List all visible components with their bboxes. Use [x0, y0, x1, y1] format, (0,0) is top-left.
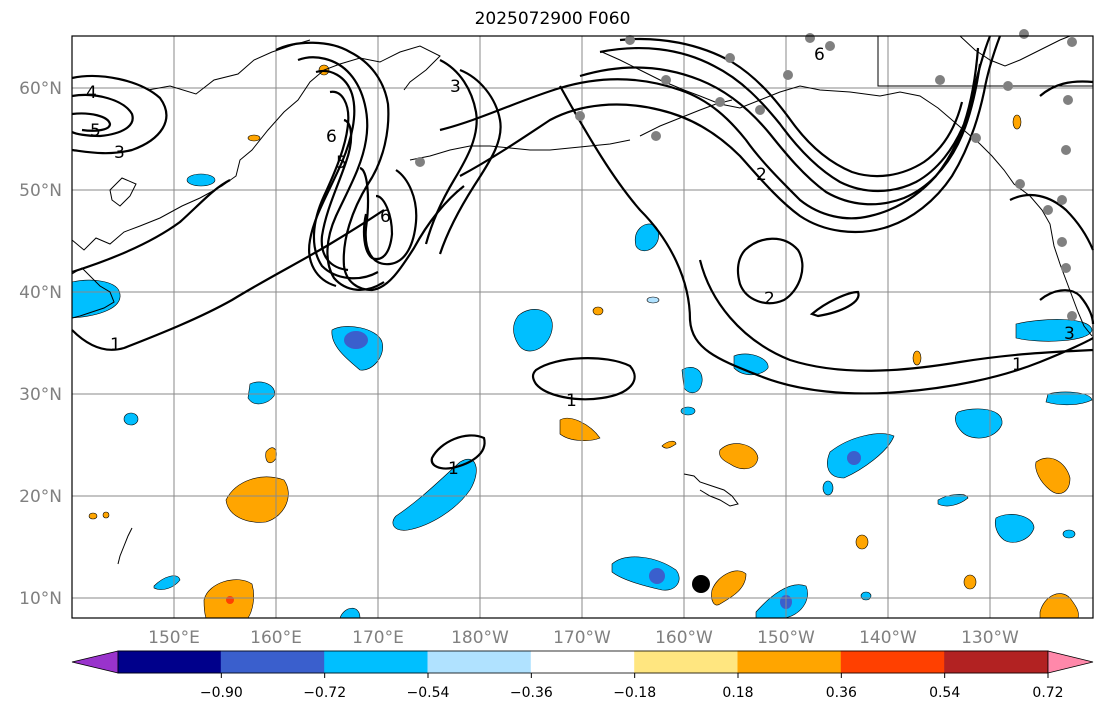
colorbar-tick-label: −0.18 [613, 685, 656, 701]
map-frame [71, 35, 1094, 619]
station-markers [415, 29, 1077, 321]
colorbar-cell [530, 650, 636, 674]
lon-label: 180°W [451, 628, 509, 648]
colorbar-tick-label: −0.36 [510, 685, 553, 701]
lon-label: 140°W [859, 628, 917, 648]
contour-label: 1 [448, 459, 459, 479]
contour-label: 5 [90, 121, 101, 141]
colorbar-cell [117, 650, 222, 674]
lon-label: 160°W [655, 628, 713, 648]
lon-label: 150°E [148, 628, 200, 648]
colorbar-tick-label: −0.54 [407, 685, 450, 701]
lon-label: 150°W [757, 628, 815, 648]
lon-label: 130°W [961, 628, 1019, 648]
contour-label: 6 [814, 45, 825, 65]
colorbar-cell [737, 650, 842, 674]
contour-label: 2 [764, 289, 775, 309]
colorbar-cell [220, 650, 326, 674]
lat-label: 30°N [19, 385, 62, 405]
contour-label: 3 [114, 143, 125, 163]
coastlines [71, 35, 1093, 565]
lon-label: 170°E [352, 628, 404, 648]
colorbar-cell [840, 650, 946, 674]
lon-label: 170°W [553, 628, 611, 648]
lat-label: 50°N [19, 181, 62, 201]
contour-label: 6 [326, 127, 337, 147]
colorbar-cell [944, 650, 1049, 674]
colorbar-cell [634, 650, 739, 674]
lat-label: 40°N [19, 283, 62, 303]
contours [71, 35, 1095, 470]
colorbar-cell [427, 650, 532, 674]
lat-label: 20°N [19, 487, 62, 507]
gridlines [72, 36, 1093, 618]
colorbar-tick-label: −0.72 [303, 685, 346, 701]
colorbar-tick-label: 0.36 [826, 685, 857, 701]
contour-label: 2 [756, 165, 767, 185]
latitude-labels: 60°N 50°N 40°N 30°N 20°N 10°N [19, 79, 62, 609]
colorbar: −0.90 −0.72 −0.54 −0.36 −0.18 0.18 0.36 0.54 0.7… [71, 650, 1094, 701]
contour-label: 5 [336, 153, 347, 173]
colorbar-tick-label: −0.90 [200, 685, 243, 701]
contour-label: 1 [110, 335, 121, 355]
colorbar-extend-min [71, 650, 119, 674]
colorbar-cell [324, 650, 429, 674]
contour-labels: 1 1 1 1 2 2 3 3 3 4 5 5 6 6 6 [86, 45, 1075, 479]
map-title: 2025072900 F060 [474, 9, 631, 29]
colorbar-tick-label: 0.72 [1032, 685, 1063, 701]
colorbar-extend-max [1047, 650, 1094, 674]
colorbar-tick-label: 0.54 [929, 685, 960, 701]
contour-label: 4 [86, 83, 97, 103]
contour-label: 6 [380, 207, 391, 227]
contour-label: 1 [1012, 355, 1023, 375]
contour-label: 1 [566, 391, 577, 411]
longitude-labels: 150°E 160°E 170°E 180°W 170°W 160°W 150°… [148, 628, 1019, 648]
lat-label: 60°N [19, 79, 62, 99]
colorbar-tick-label: 0.18 [722, 685, 753, 701]
contour-label: 3 [450, 77, 461, 97]
lat-label: 10°N [19, 589, 62, 609]
lon-label: 160°E [250, 628, 302, 648]
storm-center-marker [692, 575, 710, 593]
contour-label: 3 [1064, 324, 1075, 344]
